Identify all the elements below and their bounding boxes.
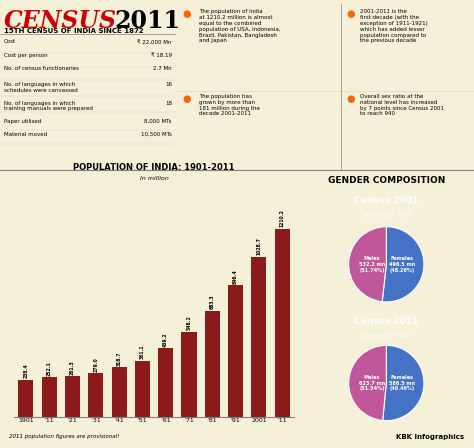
Text: ₹ 22,000 Mn: ₹ 22,000 Mn bbox=[137, 39, 172, 44]
Text: Sex ratio: 933: Sex ratio: 933 bbox=[362, 212, 411, 218]
Text: 16: 16 bbox=[165, 82, 172, 87]
Wedge shape bbox=[349, 227, 386, 302]
Text: ●: ● bbox=[346, 94, 355, 104]
Bar bbox=[42, 378, 57, 417]
Text: CENSUS: CENSUS bbox=[3, 9, 117, 34]
Text: Males
623.7 mn
(51.54%): Males 623.7 mn (51.54%) bbox=[359, 375, 385, 392]
Bar bbox=[65, 376, 80, 417]
Text: Paper utilised: Paper utilised bbox=[3, 119, 41, 124]
Text: 238.4: 238.4 bbox=[23, 363, 28, 378]
Bar bbox=[18, 379, 34, 417]
Text: 683.3: 683.3 bbox=[210, 294, 215, 309]
Text: 8,000 MTs: 8,000 MTs bbox=[145, 119, 172, 124]
Text: No. of languages in which
training manuals were prepared: No. of languages in which training manua… bbox=[3, 101, 92, 112]
Bar bbox=[182, 332, 197, 417]
Bar bbox=[251, 257, 266, 417]
Text: 1210.2: 1210.2 bbox=[280, 209, 285, 227]
Text: ●: ● bbox=[182, 94, 191, 104]
Bar bbox=[88, 373, 103, 417]
Text: Females
586.5 mn
(48.46%): Females 586.5 mn (48.46%) bbox=[389, 375, 415, 392]
Text: ●: ● bbox=[346, 9, 355, 19]
Text: The population has
grown by more than
181 million during the
decade 2001-2011: The population has grown by more than 18… bbox=[199, 94, 259, 116]
Text: In million: In million bbox=[140, 177, 168, 181]
Text: KBK Infographics: KBK Infographics bbox=[396, 434, 465, 440]
Bar bbox=[158, 349, 173, 417]
Text: 261.3: 261.3 bbox=[70, 360, 75, 375]
Text: ●: ● bbox=[182, 9, 191, 19]
Wedge shape bbox=[383, 345, 424, 421]
Text: 1028.7: 1028.7 bbox=[256, 237, 262, 255]
Text: Cost per person: Cost per person bbox=[3, 52, 47, 57]
Text: The population of India
at 1210.2 million is almost
equal to the combined
popula: The population of India at 1210.2 millio… bbox=[199, 9, 280, 43]
Text: 18: 18 bbox=[165, 101, 172, 106]
Text: 279.0: 279.0 bbox=[93, 357, 98, 372]
Bar bbox=[135, 361, 150, 417]
Text: 2001-2011 is the
first decade (with the
exception of 1911-1921)
which has added : 2001-2011 is the first decade (with the … bbox=[360, 9, 428, 43]
Text: 2011 population figures are provisional!: 2011 population figures are provisional! bbox=[9, 434, 120, 439]
Bar bbox=[228, 285, 243, 417]
Text: 2011: 2011 bbox=[114, 9, 180, 34]
Wedge shape bbox=[382, 227, 424, 302]
Text: Census 2011: Census 2011 bbox=[354, 317, 419, 326]
Text: POPULATION OF INDIA: 1901-2011: POPULATION OF INDIA: 1901-2011 bbox=[73, 163, 235, 172]
Text: 2.7 Mn: 2.7 Mn bbox=[153, 66, 172, 71]
Text: 361.1: 361.1 bbox=[140, 345, 145, 359]
Text: Overall sex ratio at the
national level has increased
by 7 points since Census 2: Overall sex ratio at the national level … bbox=[360, 94, 444, 116]
Text: 548.2: 548.2 bbox=[186, 315, 191, 330]
Text: 318.7: 318.7 bbox=[117, 351, 122, 366]
Text: Census 2001: Census 2001 bbox=[354, 196, 419, 205]
Text: Males
532.2 mn
(51.74%): Males 532.2 mn (51.74%) bbox=[359, 256, 385, 273]
Text: ₹ 18.19: ₹ 18.19 bbox=[151, 52, 172, 57]
Text: Material moved: Material moved bbox=[3, 132, 46, 137]
Text: Cost: Cost bbox=[3, 39, 16, 44]
Text: 439.2: 439.2 bbox=[163, 332, 168, 347]
Text: Sex ratio: 940: Sex ratio: 940 bbox=[362, 333, 411, 339]
Text: 10,500 MTs: 10,500 MTs bbox=[141, 132, 172, 137]
Bar bbox=[111, 367, 127, 417]
Text: GENDER COMPOSITION: GENDER COMPOSITION bbox=[328, 176, 445, 185]
Text: 252.1: 252.1 bbox=[46, 361, 52, 376]
Bar bbox=[274, 228, 290, 417]
Bar bbox=[205, 310, 220, 417]
Text: Females
496.5 mn
(48.26%): Females 496.5 mn (48.26%) bbox=[389, 256, 415, 273]
Text: 846.4: 846.4 bbox=[233, 269, 238, 284]
Text: 15TH CENSUS OF INDIA SINCE 1872: 15TH CENSUS OF INDIA SINCE 1872 bbox=[3, 28, 143, 34]
Wedge shape bbox=[349, 345, 386, 421]
Text: No. of languages in which
schedules were canvassed: No. of languages in which schedules were… bbox=[3, 82, 77, 93]
Text: No. of census functionaries: No. of census functionaries bbox=[3, 66, 78, 71]
